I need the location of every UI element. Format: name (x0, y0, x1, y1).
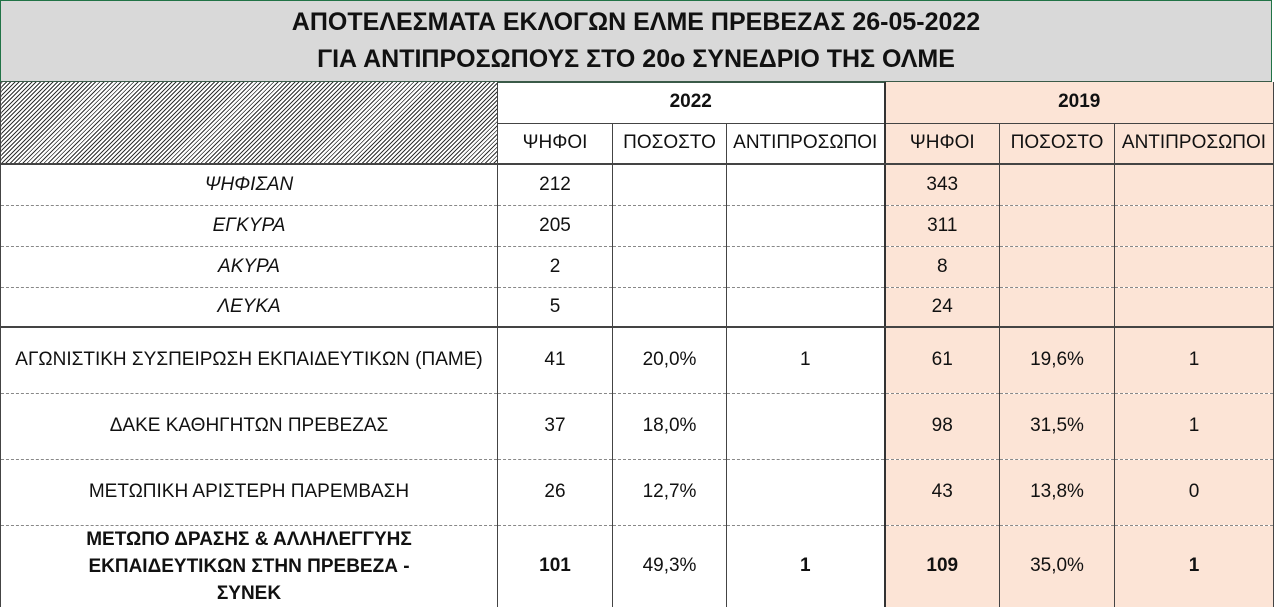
table-title: ΑΠΟΤΕΛΕΣΜΑΤΑ ΕΚΛΟΓΩΝ ΕΛΜΕ ΠΡΕΒΕΖΑΣ 26-05… (0, 0, 1272, 83)
votes-2019: 109 (883, 525, 1000, 607)
table-row: ΨΗΦΙΣΑΝ 212 343 (0, 164, 1274, 206)
votes-2019: 98 (883, 393, 1000, 460)
percent-2019: 31,5% (999, 393, 1115, 460)
row-label: ΛΕΥΚΑ (0, 287, 498, 328)
row-label: ΑΚΥΡΑ (0, 246, 498, 288)
party-name: ΜΕΤΩΠΙΚΗ ΑΡΙΣΤΕΡΗ ΠΑΡΕΜΒΑΣΗ (0, 459, 498, 526)
percent-2022: 49,3% (612, 525, 727, 607)
year-header-2019: 2019 (883, 82, 1274, 124)
column-header: ΑΝΤΙΠΡΟΣΩΠΟΙ (1114, 123, 1274, 165)
percent-2019: 13,8% (999, 459, 1115, 526)
percent-2022: 12,7% (612, 459, 727, 526)
column-header: ΠΟΣΟΣΤΟ (999, 123, 1115, 165)
votes-2019: 311 (883, 205, 1000, 247)
party-row: ΑΓΩΝΙΣΤΙΚΗ ΣΥΣΠΕΙΡΩΣΗ ΕΚΠΑΙΔΕΥΤΙΚΩΝ (ΠΑΜ… (0, 327, 1274, 394)
votes-2019: 24 (883, 287, 1000, 328)
percent-2022: 18,0% (612, 393, 727, 460)
party-name: ΜΕΤΩΠΟ ΔΡΑΣΗΣ & ΑΛΛΗΛΕΓΓΥΗΣ ΕΚΠΑΙΔΕΥΤΙΚΩ… (0, 525, 498, 607)
votes-2022: 212 (497, 164, 613, 206)
title-line-2: ΓΙΑ ΑΝΤΙΠΡΟΣΩΠΟΥΣ ΣΤΟ 20ο ΣΥΝΕΔΡΙΟ ΤΗΣ Ο… (317, 45, 955, 73)
reps-2019: 1 (1114, 525, 1274, 607)
party-name: ΔΑΚΕ ΚΑΘΗΓΗΤΩΝ ΠΡΕΒΕΖΑΣ (0, 393, 498, 460)
table-row: ΛΕΥΚΑ 5 24 (0, 287, 1274, 328)
column-header: ΨΗΦΟΙ (883, 123, 1000, 165)
votes-2022: 5 (497, 287, 613, 328)
column-header: ΑΝΤΙΠΡΟΣΩΠΟΙ (726, 123, 885, 165)
votes-2019: 61 (883, 327, 1000, 394)
year-header-2022: 2022 (497, 82, 885, 124)
reps-2019: 1 (1114, 327, 1274, 394)
votes-2022: 101 (497, 525, 613, 607)
votes-2022: 41 (497, 327, 613, 394)
title-line-1: ΑΠΟΤΕΛΕΣΜΑΤΑ ΕΚΛΟΓΩΝ ΕΛΜΕ ΠΡΕΒΕΖΑΣ 26-05… (291, 8, 981, 36)
table-row: ΑΚΥΡΑ 2 8 (0, 246, 1274, 288)
reps-2019: 0 (1114, 459, 1274, 526)
votes-2022: 37 (497, 393, 613, 460)
results-table: 2022 2019 ΨΗΦΟΙ ΠΟΣΟΣΤΟ ΑΝΤΙΠΡΟΣΩΠΟΙ ΨΗΦ… (0, 82, 1274, 607)
column-header: ΠΟΣΟΣΤΟ (612, 123, 727, 165)
party-row: ΔΑΚΕ ΚΑΘΗΓΗΤΩΝ ΠΡΕΒΕΖΑΣ 37 18,0% 98 31,5… (0, 393, 1274, 460)
votes-2019: 8 (883, 246, 1000, 288)
table-row: ΕΓΚΥΡΑ 205 311 (0, 205, 1274, 247)
percent-2022: 20,0% (612, 327, 727, 394)
votes-2022: 205 (497, 205, 613, 247)
votes-2019: 343 (883, 164, 1000, 206)
party-row: ΜΕΤΩΠΟ ΔΡΑΣΗΣ & ΑΛΛΗΛΕΓΓΥΗΣ ΕΚΠΑΙΔΕΥΤΙΚΩ… (0, 525, 1274, 607)
percent-2019: 35,0% (999, 525, 1115, 607)
votes-2019: 43 (883, 459, 1000, 526)
column-header: ΨΗΦΟΙ (497, 123, 613, 165)
votes-2022: 26 (497, 459, 613, 526)
reps-2019: 1 (1114, 393, 1274, 460)
reps-2022 (726, 393, 885, 460)
percent-2019: 19,6% (999, 327, 1115, 394)
reps-2022: 1 (726, 327, 885, 394)
party-name: ΑΓΩΝΙΣΤΙΚΗ ΣΥΣΠΕΙΡΩΣΗ ΕΚΠΑΙΔΕΥΤΙΚΩΝ (ΠΑΜ… (0, 327, 498, 394)
party-row: ΜΕΤΩΠΙΚΗ ΑΡΙΣΤΕΡΗ ΠΑΡΕΜΒΑΣΗ 26 12,7% 43 … (0, 459, 1274, 526)
votes-2022: 2 (497, 246, 613, 288)
reps-2022 (726, 459, 885, 526)
row-label: ΕΓΚΥΡΑ (0, 205, 498, 247)
reps-2022: 1 (726, 525, 885, 607)
hatched-corner (0, 82, 498, 165)
row-label: ΨΗΦΙΣΑΝ (0, 164, 498, 206)
